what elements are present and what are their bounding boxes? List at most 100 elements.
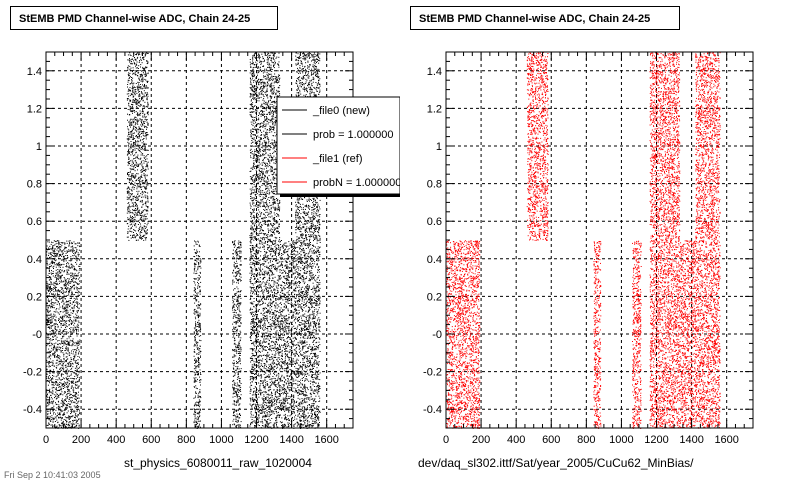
data-point [235,316,237,318]
data-point [72,362,73,364]
data-point [195,273,197,275]
data-point [193,327,195,329]
data-point [270,345,272,347]
data-point [145,180,146,182]
data-point [68,263,70,265]
data-point [46,260,48,262]
data-point [70,410,72,412]
data-point [140,235,142,237]
data-point [71,264,73,266]
data-point [75,247,77,249]
data-point [133,188,135,190]
data-point [195,325,197,326]
data-point [273,128,274,130]
data-point [134,209,135,211]
data-point [234,349,236,351]
data-point [50,394,52,396]
data-point [276,293,278,295]
data-point [141,196,142,198]
data-point [79,303,81,305]
data-point [63,242,65,244]
data-point [49,245,51,247]
data-point [135,104,137,106]
data-point [69,393,71,395]
data-point [198,402,200,404]
data-point [193,245,195,247]
data-point [146,179,148,181]
data-point [60,351,62,353]
data-point [52,417,54,419]
data-point [240,322,242,323]
data-point [50,322,52,323]
data-point [239,264,241,266]
data-point [50,322,52,324]
data-point [195,312,197,314]
data-point [140,119,142,120]
data-point [194,282,196,284]
data-point [237,325,239,327]
data-point [52,336,54,338]
data-point [139,110,141,112]
data-point [270,253,272,255]
data-point [71,386,73,388]
data-point [195,391,197,393]
data-point [132,205,134,207]
data-point [134,170,136,172]
data-point [195,424,197,425]
data-point [68,280,70,282]
data-point [263,138,265,139]
data-point [270,289,272,291]
data-point [59,412,60,414]
data-point [145,188,147,190]
data-point [134,86,135,88]
data-point [52,315,54,317]
data-point [51,325,53,327]
data-point [235,274,237,276]
data-point [198,413,200,415]
data-point [135,91,137,93]
data-point [133,223,135,225]
data-point [234,303,235,305]
data-point [55,381,57,382]
data-point [269,349,270,351]
data-point [193,290,195,292]
data-point [50,299,52,301]
data-point [195,341,197,343]
data-point [267,393,269,395]
data-point [269,205,271,207]
data-point [129,58,130,59]
data-point [264,370,266,372]
data-point [198,426,199,428]
data-point [56,333,58,335]
data-point [71,333,73,335]
data-point [48,360,50,362]
data-point [138,164,140,166]
data-point [135,161,137,163]
data-point [273,111,275,113]
data-point [71,279,73,281]
data-point [52,391,54,393]
data-point [137,173,139,175]
data-point [261,150,263,152]
data-point [193,272,195,274]
data-point [66,417,68,419]
data-point [56,299,58,301]
data-point [139,179,141,181]
data-point [69,397,71,399]
data-point [238,246,240,248]
data-point [46,391,48,393]
data-point [69,300,71,302]
data-point [69,243,71,245]
data-point [193,368,195,370]
data-point [68,342,70,343]
data-point [62,258,64,260]
data-point [200,335,202,337]
data-point [197,241,199,243]
data-point [76,325,78,327]
data-point [74,361,76,363]
data-point [144,175,146,177]
data-point [233,241,235,243]
data-point [260,380,261,382]
data-point [249,64,251,66]
data-point [55,290,57,292]
